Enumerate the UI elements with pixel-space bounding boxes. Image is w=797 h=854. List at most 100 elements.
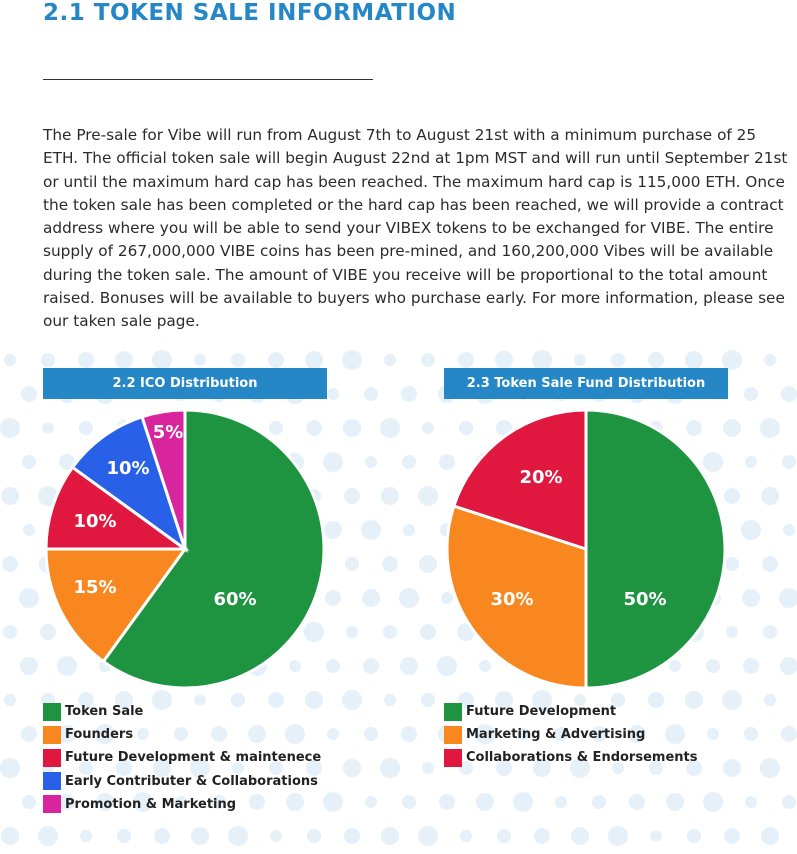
background-dot <box>306 420 322 436</box>
background-dot <box>421 353 435 367</box>
background-dot <box>20 657 38 675</box>
background-dot <box>745 456 757 468</box>
background-dot <box>383 625 397 639</box>
background-dot <box>305 351 323 369</box>
background-dot <box>153 759 171 777</box>
background-dot <box>3 625 17 639</box>
background-dot <box>191 827 209 845</box>
background-dot <box>418 826 438 846</box>
background-dot <box>476 793 494 811</box>
background-dot <box>286 793 304 811</box>
background-dot <box>517 728 529 740</box>
background-dot <box>212 795 226 809</box>
background-dot <box>439 454 455 470</box>
background-dot <box>722 690 742 710</box>
ico-distribution-legend-item: Token Sale <box>43 700 321 723</box>
background-dot <box>665 724 685 744</box>
background-dot <box>687 829 701 843</box>
background-dot <box>496 420 512 436</box>
background-dot <box>154 828 170 844</box>
background-dot <box>42 422 54 434</box>
background-dot <box>763 625 777 639</box>
background-dot <box>345 557 359 571</box>
background-dot <box>152 690 172 710</box>
background-dot <box>190 758 210 778</box>
background-dot <box>248 725 266 743</box>
background-dot <box>174 727 188 741</box>
background-dot <box>194 354 206 366</box>
background-dot <box>459 761 473 775</box>
background-dot <box>439 794 455 810</box>
background-dot <box>41 353 55 367</box>
background-dot <box>2 556 18 572</box>
background-dot <box>96 793 114 811</box>
background-dot <box>722 350 742 370</box>
background-dot <box>460 830 472 842</box>
ico-distribution-slice <box>44 547 188 664</box>
background-dot <box>779 588 797 608</box>
fund-distribution-slice <box>451 408 588 552</box>
background-dot <box>591 726 607 742</box>
background-dot <box>743 658 759 674</box>
legend-label: Collaborations & Endorsements <box>466 750 698 766</box>
ico-distribution-slice-label: 5% <box>153 422 184 443</box>
background-dot <box>686 420 702 436</box>
background-dot <box>555 796 567 808</box>
background-dot <box>117 829 131 843</box>
background-dot <box>1 487 19 505</box>
fund-distribution-slice-label: 50% <box>623 589 666 610</box>
ico-distribution-legend: Token Sale Founders Future Development & m… <box>43 700 321 816</box>
legend-swatch <box>43 748 61 767</box>
background-dot <box>269 421 283 435</box>
background-dot <box>325 590 341 606</box>
ico-distribution-slice-label: 10% <box>73 511 116 532</box>
background-dot <box>152 350 172 370</box>
background-dot <box>782 455 796 469</box>
legend-label: Token Sale <box>65 704 144 720</box>
background-dot <box>305 691 323 709</box>
background-dot <box>19 588 39 608</box>
background-dot <box>571 827 589 845</box>
background-dot <box>304 622 324 642</box>
legend-swatch <box>43 725 61 744</box>
background-dot <box>742 589 760 607</box>
background-dot <box>723 419 741 437</box>
background-dot <box>327 388 339 400</box>
background-dot <box>703 452 723 472</box>
background-dot <box>459 421 473 435</box>
background-dot <box>58 725 76 743</box>
background-dot <box>649 761 663 775</box>
background-dot <box>760 758 780 778</box>
section-title: 2.1 TOKEN SALE INFORMATION <box>43 0 457 26</box>
ico-distribution-slice-label: 15% <box>73 577 116 598</box>
background-dot <box>570 758 590 778</box>
background-dot <box>782 795 796 809</box>
background-dot <box>380 418 400 438</box>
background-dot <box>324 521 342 539</box>
background-dot <box>381 487 399 505</box>
fund-distribution-slice <box>445 504 588 690</box>
background-dot <box>1 827 19 845</box>
background-dot <box>0 758 20 778</box>
fund-distribution-legend-item: Future Development <box>444 700 697 723</box>
background-dot <box>612 762 624 774</box>
ico-distribution-legend-item: Promotion & Marketing <box>43 793 321 816</box>
background-dot <box>57 656 77 676</box>
background-dot <box>59 794 75 810</box>
background-dot <box>685 691 703 709</box>
background-dot <box>686 760 702 776</box>
background-dot <box>346 626 358 638</box>
background-dot <box>401 386 417 402</box>
ico-distribution-slice <box>70 414 188 553</box>
background-dot <box>342 690 362 710</box>
ico-distribution-slice <box>44 465 190 551</box>
legend-label: Promotion & Marketing <box>65 796 237 812</box>
background-dot <box>419 555 437 573</box>
background-dot <box>532 350 552 370</box>
background-dot <box>342 350 362 370</box>
ico-distribution-slice <box>101 408 326 690</box>
background-dot <box>285 724 305 744</box>
background-dot <box>21 386 37 402</box>
background-dot <box>669 660 681 672</box>
background-dot <box>116 760 132 776</box>
